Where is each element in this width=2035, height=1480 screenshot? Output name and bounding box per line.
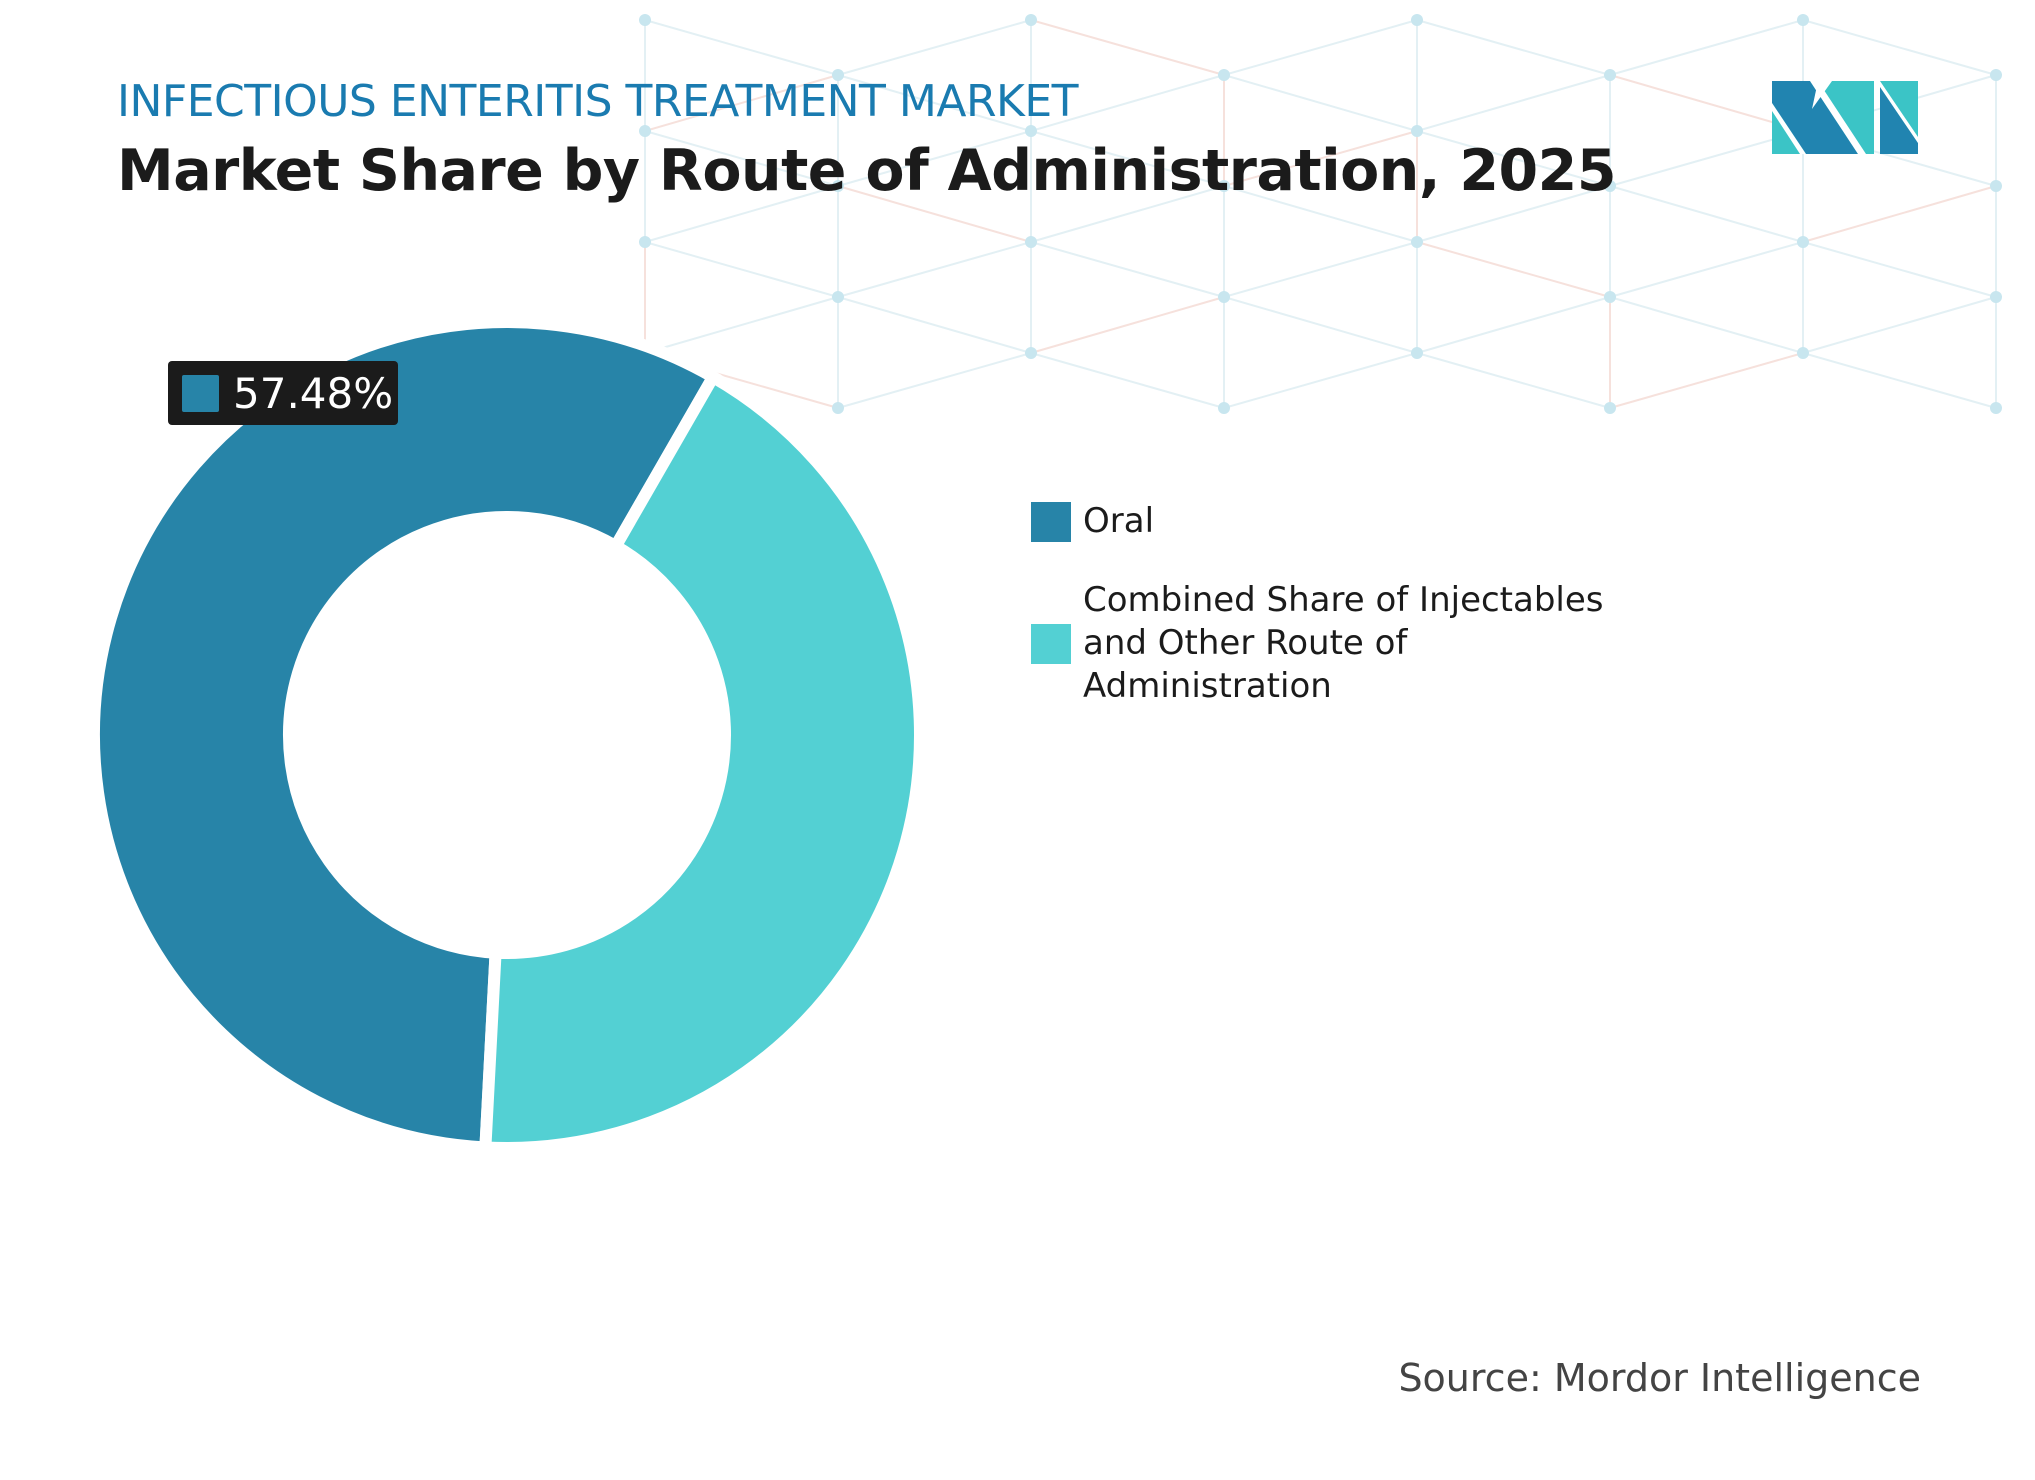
network-line [1223,296,1418,354]
network-line [1609,241,1804,298]
network-line [837,296,1032,354]
network-line [1802,352,1997,409]
network-line [1223,241,1418,298]
network-node [1604,180,1616,192]
network-line [1030,19,1225,76]
network-line [1609,185,1804,243]
network-node [832,180,844,192]
network-line [1609,296,1804,354]
network-line [837,130,1032,187]
network-line [1416,74,1611,132]
network-line [837,19,1032,76]
network-line [837,352,1032,409]
mordor-logo-icon [1772,81,1918,154]
network-line [1223,185,1418,243]
network-node [639,14,651,26]
network-line [644,74,839,132]
network-line [1802,185,1997,243]
legend: Oral Combined Share of Injectables and O… [1031,500,1643,744]
network-line [1609,74,1804,132]
network-node [1218,402,1230,414]
network-line [644,241,839,298]
network-line [1609,19,1804,76]
donut-slice-combined [479,368,926,1154]
legend-swatch [1031,623,1071,664]
network-node [832,291,844,303]
network-node [1025,125,1037,137]
network-node [1797,236,1809,248]
network-line [1416,130,1611,187]
source-note: Source: Mordor Intelligence [1398,1356,1921,1400]
network-line [1030,296,1225,354]
network-line [1223,74,1418,132]
network-node [1604,402,1616,414]
network-line [1802,241,1997,298]
network-node [1990,180,2002,192]
network-line [837,241,1032,298]
network-node [1604,291,1616,303]
network-node [1990,291,2002,303]
network-line [1030,352,1225,409]
network-line [1223,352,1418,409]
network-line [1416,352,1611,409]
network-node [1411,347,1423,359]
network-line [1030,241,1225,298]
data-label-oral: 57.48% [168,361,398,425]
network-line [1030,130,1225,187]
network-node [1025,347,1037,359]
legend-item-oral: Oral [1031,500,1643,543]
chart-subtitle: INFECTIOUS ENTERITIS TREATMENT MARKET [117,76,1079,127]
network-node [639,236,651,248]
network-node [1604,69,1616,81]
network-node [1218,180,1230,192]
network-line [1223,19,1418,76]
network-line [644,296,839,354]
data-label-text: 57.48% [233,368,394,418]
network-line [1223,130,1418,187]
network-line [1802,19,1997,76]
network-line [1416,296,1611,354]
network-line [1609,130,1804,187]
legend-item-combined: Combined Share of Injectables and Other … [1031,579,1643,708]
network-node [832,402,844,414]
data-label-swatch [182,374,219,412]
network-line [1416,185,1611,243]
network-node [1797,347,1809,359]
chart-title: Market Share by Route of Administration,… [117,138,1617,204]
network-node [1990,69,2002,81]
legend-swatch [1031,501,1071,542]
network-node [639,125,651,137]
network-line [837,185,1032,243]
network-line [837,74,1032,132]
network-line [1416,19,1611,76]
network-line [1030,74,1225,132]
network-node [1218,69,1230,81]
network-node [1025,236,1037,248]
network-line [1609,352,1804,409]
network-node [1411,236,1423,248]
network-node [1411,14,1423,26]
network-line [1416,241,1611,298]
network-node [1411,125,1423,137]
network-node [832,69,844,81]
network-node [1990,402,2002,414]
network-line [1802,296,1997,354]
legend-label: Combined Share of Injectables and Other … [1083,580,1604,706]
donut-slice-oral [88,316,722,1154]
legend-label: Oral [1083,501,1155,541]
network-line [644,185,839,243]
network-node [1218,291,1230,303]
network-node [1797,14,1809,26]
network-line [644,130,839,187]
network-line [1030,185,1225,243]
network-line [644,19,839,76]
network-node [1025,14,1037,26]
